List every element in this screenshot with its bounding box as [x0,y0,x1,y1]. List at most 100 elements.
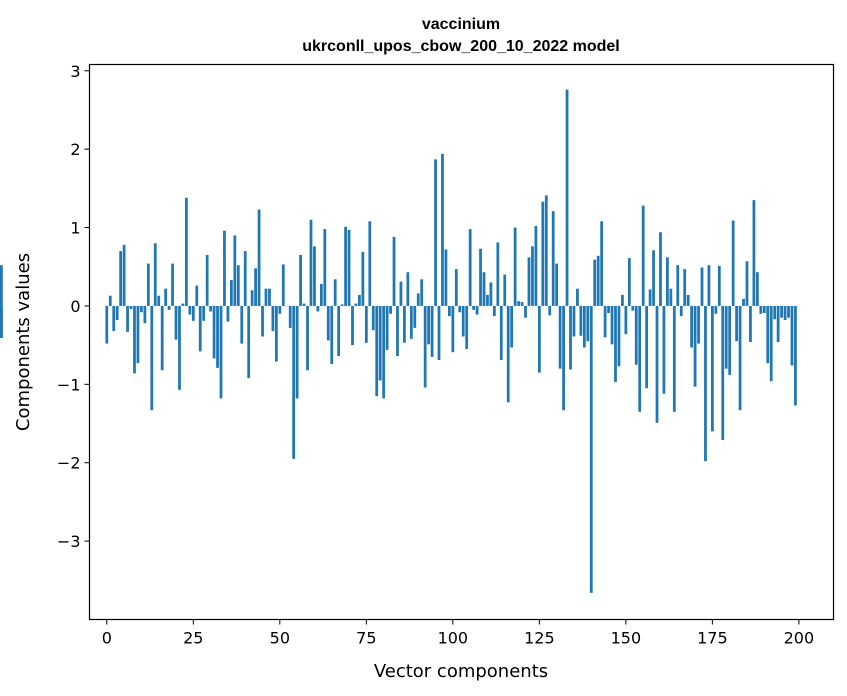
bar [676,265,680,306]
bar [711,305,714,432]
bar [375,305,379,397]
bar [503,274,507,306]
x-tick-label: 75 [356,629,376,648]
bar [281,264,285,306]
bar [555,263,559,306]
bar [600,221,604,306]
y-tick-label: 0 [70,297,80,316]
bar [268,288,271,306]
bar [340,304,344,306]
bar [465,305,469,350]
bar [749,305,752,342]
bar [0,305,3,339]
bar [406,272,410,306]
bar [185,197,188,306]
bar [233,235,237,306]
bar [160,305,164,371]
bar [534,225,538,306]
x-tick-label: 0 [102,629,112,648]
bar [721,305,725,440]
x-tick-label: 125 [524,629,555,648]
bar [171,263,174,306]
bar [347,229,351,306]
bar [638,305,642,412]
bar [423,305,427,388]
bar [337,305,341,357]
bar [738,305,742,411]
bar [212,305,216,359]
bar [371,305,375,331]
bar [492,305,496,317]
bar [240,305,244,344]
bar [513,227,517,306]
bar [752,200,756,306]
bar [631,305,635,311]
bar [468,229,472,306]
bar [697,305,700,344]
y-tick-label: −2 [57,454,81,473]
bar [143,305,147,324]
bar [254,268,257,306]
bar [652,250,655,306]
bar [489,282,493,306]
bar [790,305,794,366]
bar [441,153,444,306]
bar [205,254,209,306]
bar [472,305,475,310]
bar [274,305,278,362]
bar [755,272,759,306]
bar [229,280,233,306]
bar [707,265,711,306]
bar [288,305,292,328]
bar [759,305,763,314]
bar [610,305,614,345]
bar [742,298,745,306]
bar [669,288,673,306]
bar [662,305,666,394]
bar [607,305,610,313]
bar [326,305,330,341]
bar [333,279,337,306]
bar [544,195,548,306]
bar [731,220,735,306]
bar [247,305,251,379]
bar [271,305,275,332]
chart-subtitle: ukrconll_upos_cbow_200_10_2022 model [302,38,619,55]
bars [0,89,797,593]
bar [167,305,171,310]
bar [451,305,455,353]
bar [593,259,597,306]
bar [420,279,424,306]
bar [537,305,541,373]
bar [427,305,431,345]
x-tick-label: 50 [270,629,290,648]
bar [146,263,150,306]
y-tick-label: 1 [70,219,80,238]
bar [354,303,358,306]
bar [223,230,226,306]
bar [572,305,576,337]
y-axis: −3 −2 −1 0 1 2 3 [57,62,90,551]
bar [659,232,662,306]
bar [434,159,437,306]
x-tick-label: 150 [611,629,642,648]
bar [506,305,510,403]
bar [558,305,562,369]
bar [403,305,406,343]
bar [627,258,631,306]
bar [136,305,140,364]
bar [683,269,687,306]
bar [157,295,161,306]
bar [448,305,451,317]
bar [437,305,441,361]
bar [302,303,306,306]
bar [316,305,320,312]
bar [150,305,154,411]
bar [454,269,458,306]
bar [728,305,732,375]
bar [576,288,579,306]
bar [430,305,434,357]
bar [617,305,621,367]
bar [531,246,534,306]
